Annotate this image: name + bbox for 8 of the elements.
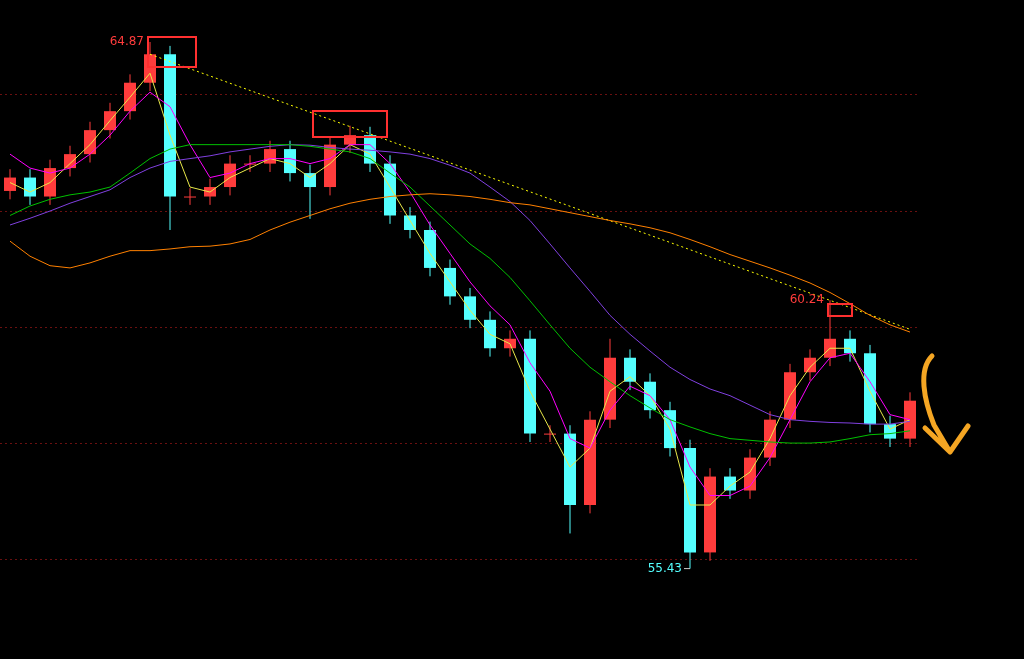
candlestick xyxy=(464,287,476,329)
candlestick xyxy=(624,348,636,391)
candlestick xyxy=(4,168,16,200)
candlestick xyxy=(24,168,36,206)
annotation: 64.87 xyxy=(109,34,144,49)
candlestick xyxy=(184,187,196,206)
annotation: 55.43 xyxy=(647,560,682,575)
annotation: 60.24 xyxy=(789,292,824,307)
